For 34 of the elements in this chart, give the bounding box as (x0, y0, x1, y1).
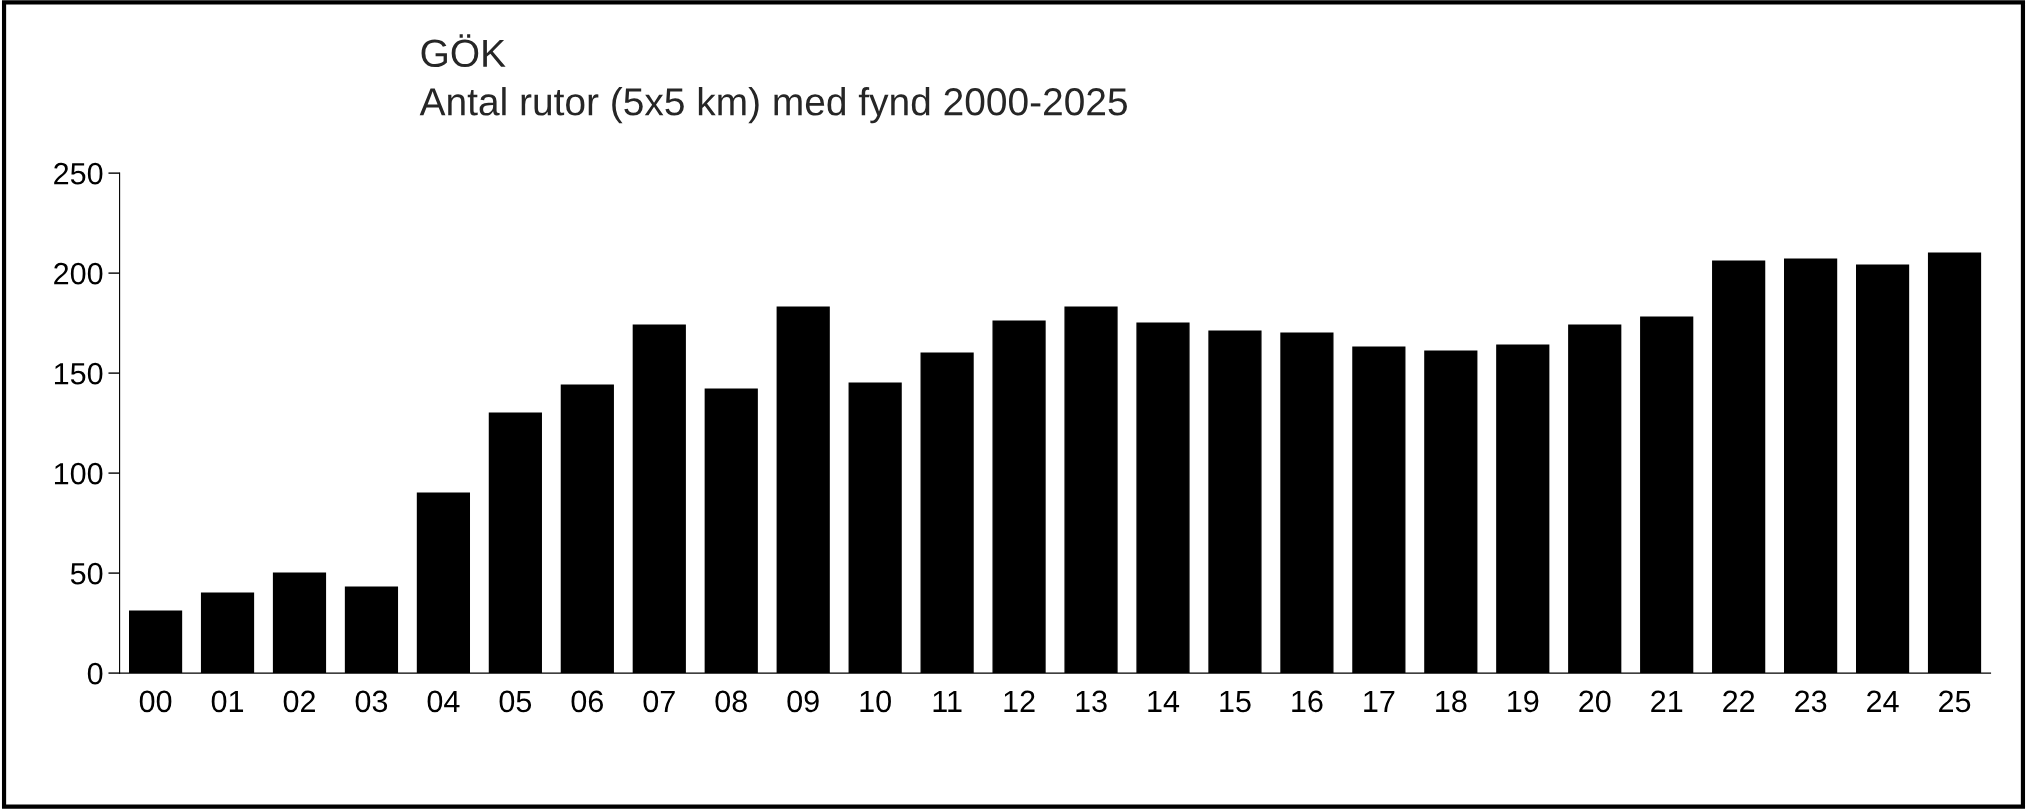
x-tick-label: 22 (1723, 690, 1755, 712)
x-tick-label: 18 (1436, 690, 1467, 713)
chart-subtitle: Antal rutor (5x5 km) med fynd 2000-2025 (419, 87, 1127, 124)
x-tick-label: 16 (1292, 690, 1323, 713)
x-tick-label: 00 (139, 690, 172, 713)
x-tick-label: 09 (787, 690, 819, 713)
x-tick-label: 13 (1076, 690, 1107, 713)
x-tick-label: 21 (1651, 690, 1683, 712)
y-tick-label: 200 (54, 262, 103, 285)
y-tick-label: 250 (54, 162, 103, 185)
x-tick-label: 04 (427, 690, 460, 713)
x-tick-label: 23 (1795, 690, 1827, 713)
x-tick-label: 07 (643, 690, 675, 713)
x-tick-label: 11 (933, 690, 962, 712)
y-tick-label: 50 (70, 562, 103, 585)
x-tick-label: 24 (1867, 690, 1899, 712)
y-tick-label: 100 (54, 462, 103, 485)
x-tick-label: 12 (1004, 690, 1035, 712)
x-tick-label: 06 (571, 690, 603, 713)
y-tick-label: 0 (87, 662, 103, 685)
x-tick-label: 14 (1148, 690, 1180, 712)
y-tick-label: 150 (54, 362, 103, 385)
x-tick-label: 03 (355, 690, 388, 713)
x-tick-label: 17 (1364, 690, 1395, 712)
x-tick-label: 20 (1579, 690, 1611, 713)
x-tick-label: 05 (499, 690, 532, 713)
x-tick-label: 01 (211, 690, 244, 713)
x-tick-label: 15 (1220, 690, 1251, 713)
x-tick-label: 10 (860, 690, 891, 713)
x-tick-label: 25 (1939, 690, 1971, 713)
x-tick-label: 19 (1508, 690, 1539, 713)
chart-title: GÖK (421, 34, 506, 68)
x-tick-label: 02 (283, 690, 315, 713)
x-tick-label: 08 (715, 690, 747, 713)
